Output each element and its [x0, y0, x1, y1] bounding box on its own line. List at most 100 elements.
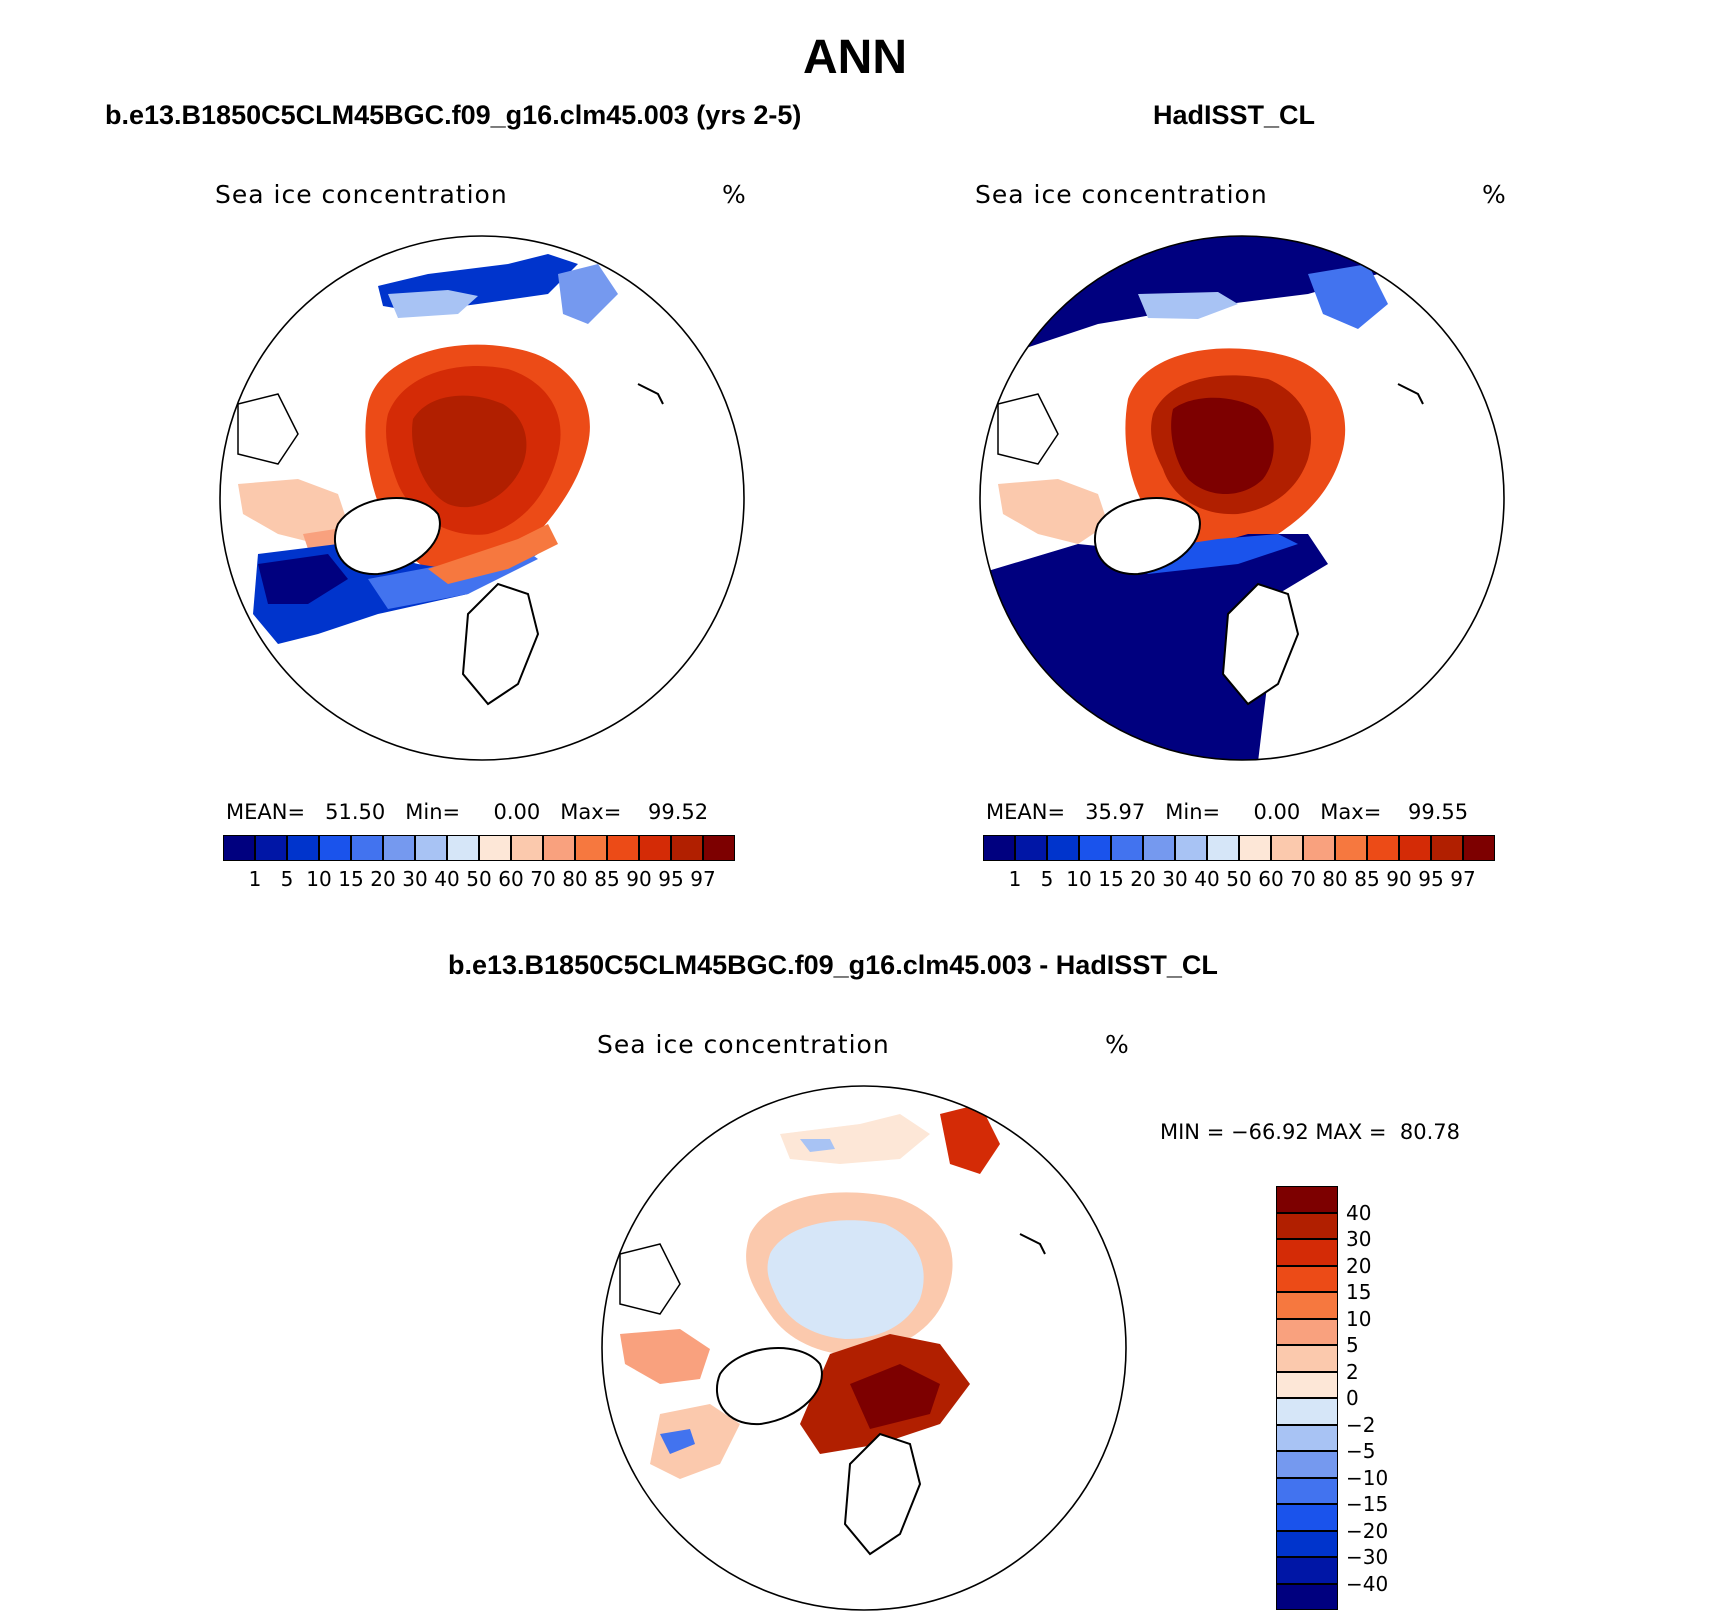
colorbar-tick-label: 15 [1098, 867, 1124, 891]
colorbar-tick-label: −15 [1346, 1492, 1389, 1516]
map-border [979, 235, 1505, 761]
colorbar-swatch [1079, 835, 1111, 861]
colorbar-swatch [1111, 835, 1143, 861]
max-value: 99.52 [648, 800, 709, 824]
colorbar-swatch [1015, 835, 1047, 861]
diff-field-label: Sea ice concentration [597, 1030, 890, 1059]
colorbar-swatch [1239, 835, 1271, 861]
max-value: 80.78 [1399, 1120, 1461, 1144]
colorbar-swatch [639, 835, 671, 861]
colorbar-tick-label: 60 [1258, 867, 1284, 891]
model-case-title: b.e13.B1850C5CLM45BGC.f09_g16.clm45.003 … [105, 100, 802, 130]
colorbar-swatch [1276, 1398, 1338, 1425]
colorbar-tick-label: 40 [1194, 867, 1220, 891]
colorbar-swatch [1207, 835, 1239, 861]
colorbar-tick-label: −20 [1346, 1518, 1389, 1543]
colorbar-swatch [351, 835, 383, 861]
model-ice-field [220, 236, 744, 760]
colorbar-swatch [575, 835, 607, 861]
colorbar-tick-label: −40 [1346, 1571, 1389, 1596]
colorbar-tick-label: 30 [1162, 867, 1188, 891]
mean-value: 35.97 [1085, 800, 1146, 824]
obs-units: % [1482, 180, 1507, 209]
colorbar-swatch [319, 835, 351, 861]
mean-label: MEAN= [986, 800, 1066, 824]
model-polar-map [219, 235, 745, 761]
colorbar-tick-label: 50 [1226, 867, 1252, 891]
mean-value: 51.50 [325, 800, 386, 824]
min-value: −66.92 [1230, 1120, 1309, 1144]
obs-colorbar: 1 5 10 15 20 30 40 50 60 70 80 85 90 95 97 [983, 835, 1495, 895]
colorbar-swatch [1271, 835, 1303, 861]
min-value: 0.00 [493, 800, 541, 824]
colorbar-tick-label: 50 [466, 867, 492, 891]
colorbar-tick-label: 10 [1346, 1306, 1372, 1331]
colorbar-swatch [1276, 1477, 1338, 1504]
colorbar-swatch [1276, 1504, 1338, 1531]
colorbar-tick-label: 30 [402, 867, 428, 891]
colorbar-tick-label: 5 [1346, 1333, 1359, 1357]
colorbar-tick-label: 80 [1322, 867, 1348, 891]
max-value: 99.55 [1408, 800, 1469, 824]
colorbar-swatch [287, 835, 319, 861]
colorbar-swatch [1367, 835, 1399, 861]
colorbar-swatch [703, 835, 735, 861]
obs-stats: MEAN= 35.97 Min= 0.00 Max= 99.55 [986, 800, 1468, 824]
colorbar-tick-label: −5 [1346, 1439, 1376, 1463]
colorbar-tick-label: 5 [1040, 867, 1054, 891]
colorbar-tick-label: 15 [338, 867, 364, 891]
diff-polar-map [601, 1085, 1127, 1611]
map-border [219, 235, 745, 761]
colorbar-swatch [1276, 1265, 1338, 1292]
diff-field [602, 1086, 1126, 1610]
colorbar-swatch [1276, 1424, 1338, 1451]
colorbar-swatch [447, 835, 479, 861]
colorbar-swatch [1276, 1557, 1338, 1584]
colorbar-tick-label: −30 [1346, 1545, 1389, 1569]
diff-units: % [1105, 1030, 1130, 1059]
colorbar-swatch [1276, 1318, 1338, 1345]
colorbar-tick-label: 70 [530, 867, 556, 891]
max-label: Max= [560, 800, 622, 824]
colorbar-swatch [1143, 835, 1175, 861]
max-label: Max= [1320, 800, 1382, 824]
obs-case-title: HadISST_CL [1153, 100, 1316, 130]
colorbar-swatch [1303, 835, 1335, 861]
colorbar-tick-label: 90 [1386, 867, 1412, 891]
colorbar-tick-label: 10 [1066, 867, 1092, 891]
colorbar-tick-label: 80 [562, 867, 588, 891]
colorbar-tick-label: −2 [1346, 1412, 1376, 1437]
colorbar-swatch [1175, 835, 1207, 861]
colorbar-tick-label: 97 [1450, 867, 1476, 891]
min-label: MIN = [1160, 1120, 1225, 1144]
colorbar-swatch [1276, 1583, 1338, 1610]
colorbar-tick-label: 85 [594, 867, 620, 891]
colorbar-tick-label: 20 [1346, 1253, 1372, 1278]
colorbar-swatch [255, 835, 287, 861]
colorbar-swatch [983, 835, 1015, 861]
colorbar-swatch [1276, 1345, 1338, 1372]
obs-field-label: Sea ice concentration [975, 180, 1268, 209]
colorbar-swatch [1463, 835, 1495, 861]
colorbar-tick-label: 1 [248, 867, 262, 891]
colorbar-tick-label: 0 [1346, 1386, 1359, 1410]
colorbar-swatch [511, 835, 543, 861]
model-units: % [722, 180, 747, 209]
colorbar-tick-label: 97 [690, 867, 716, 891]
colorbar-swatch [1276, 1451, 1338, 1478]
colorbar-swatch [607, 835, 639, 861]
colorbar-tick-label: 95 [658, 867, 684, 891]
colorbar-swatch [383, 835, 415, 861]
colorbar-tick-label: 15 [1346, 1280, 1372, 1304]
colorbar-tick-label: 40 [1346, 1200, 1372, 1225]
colorbar-tick-label: 20 [370, 867, 396, 891]
mean-label: MEAN= [226, 800, 306, 824]
colorbar-tick-label: 5 [280, 867, 294, 891]
colorbar-swatch [479, 835, 511, 861]
colorbar-tick-label: 10 [306, 867, 332, 891]
max-label: MAX = [1315, 1120, 1387, 1144]
colorbar-swatch [543, 835, 575, 861]
model-stats: MEAN= 51.50 Min= 0.00 Max= 99.52 [226, 800, 708, 824]
colorbar-tick-label: −10 [1346, 1465, 1389, 1490]
colorbar-tick-label: 95 [1418, 867, 1444, 891]
